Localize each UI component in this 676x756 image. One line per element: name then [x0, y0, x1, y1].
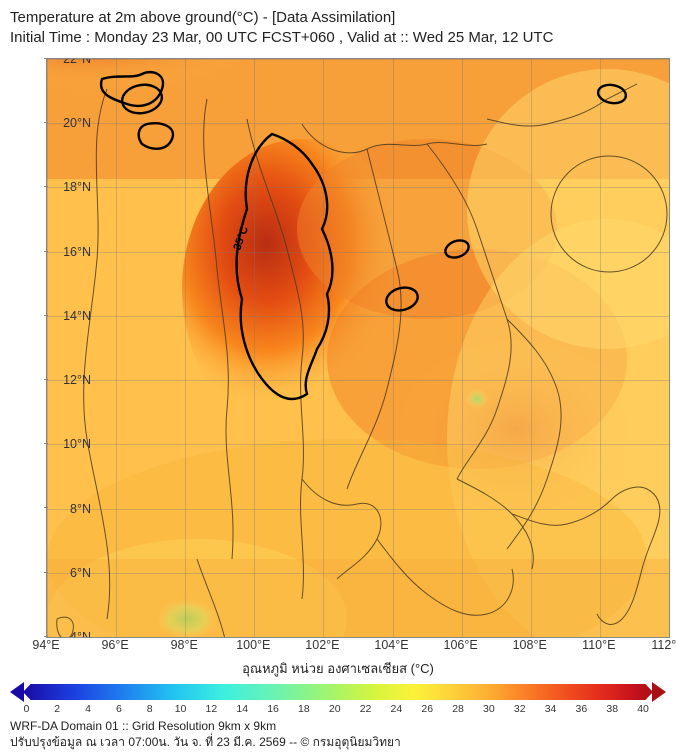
title-line2: Initial Time : Monday 23 Mar, 00 UTC FCS…: [10, 28, 660, 48]
footer-line2: ปรับปรุงข้อมูล ณ เวลา 07:00น. วัน จ. ที่…: [10, 734, 401, 750]
colorbar[interactable]: อุณหภูมิ หน่วย องศาเซลเซียส (°C) 0 2 4 6…: [10, 658, 666, 717]
colorbar-arrow-min: [10, 682, 24, 702]
weather-map-page: Temperature at 2m above ground(°C) - [Da…: [0, 0, 676, 756]
colorbar-arrow-max: [652, 682, 666, 702]
colorbar-ticks: 0 2 4 6 8 10 12 14 16 18 20 22 24 26 28 …: [10, 703, 666, 717]
title-line1: Temperature at 2m above ground(°C) - [Da…: [10, 8, 660, 28]
colorbar-gradient: [23, 684, 653, 700]
title-block: Temperature at 2m above ground(°C) - [Da…: [10, 8, 660, 48]
footer-line1: WRF-DA Domain 01 :: Grid Resolution 9km …: [10, 718, 401, 734]
isotherm-contours: [47, 59, 669, 637]
footer-block: WRF-DA Domain 01 :: Grid Resolution 9km …: [10, 718, 401, 750]
temperature-map[interactable]: 35°C 22°N 20°N 18°N 16°N 14°N 12°N 10°N …: [46, 58, 670, 638]
colorbar-title: อุณหภูมิ หน่วย องศาเซลเซียส (°C): [10, 658, 666, 679]
